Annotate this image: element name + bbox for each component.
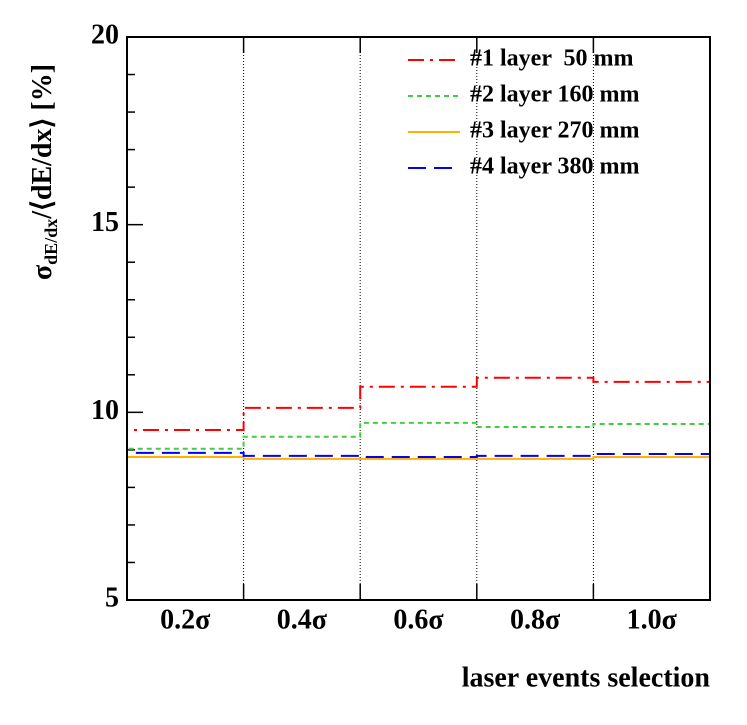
x-tick-label: 0.4σ — [277, 604, 328, 635]
series-line — [126, 455, 710, 600]
legend-label: #1 layer 50 mm — [470, 46, 634, 72]
x-tick-label: 0.6σ — [393, 604, 444, 635]
legend-label: #2 layer 160 mm — [470, 82, 640, 108]
plot-frame — [126, 36, 711, 601]
x-axis-label: laser events selection — [462, 662, 711, 693]
y-tick-label: 20 — [91, 19, 119, 50]
series-line — [126, 451, 710, 600]
y-tick-label: 5 — [105, 582, 119, 613]
y-axis-label: σdE/dx/⟨dE/dx⟩ [%] — [27, 64, 61, 280]
y-tick-label: 10 — [91, 395, 119, 426]
legend-label: #4 layer 380 mm — [470, 154, 640, 180]
y-label-sigma: σ — [27, 264, 58, 280]
series-line — [126, 421, 710, 600]
x-tick-label: 0.2σ — [160, 604, 211, 635]
y-tick-label: 15 — [91, 207, 119, 238]
y-label-rest: /⟨dE/dx⟩ [%] — [27, 64, 58, 220]
series-line — [126, 376, 710, 600]
x-tick-label: 1.0σ — [627, 604, 678, 635]
y-label-sub: dE/dx — [41, 219, 61, 265]
legend-label: #3 layer 270 mm — [470, 118, 640, 144]
x-tick-label: 0.8σ — [510, 604, 561, 635]
